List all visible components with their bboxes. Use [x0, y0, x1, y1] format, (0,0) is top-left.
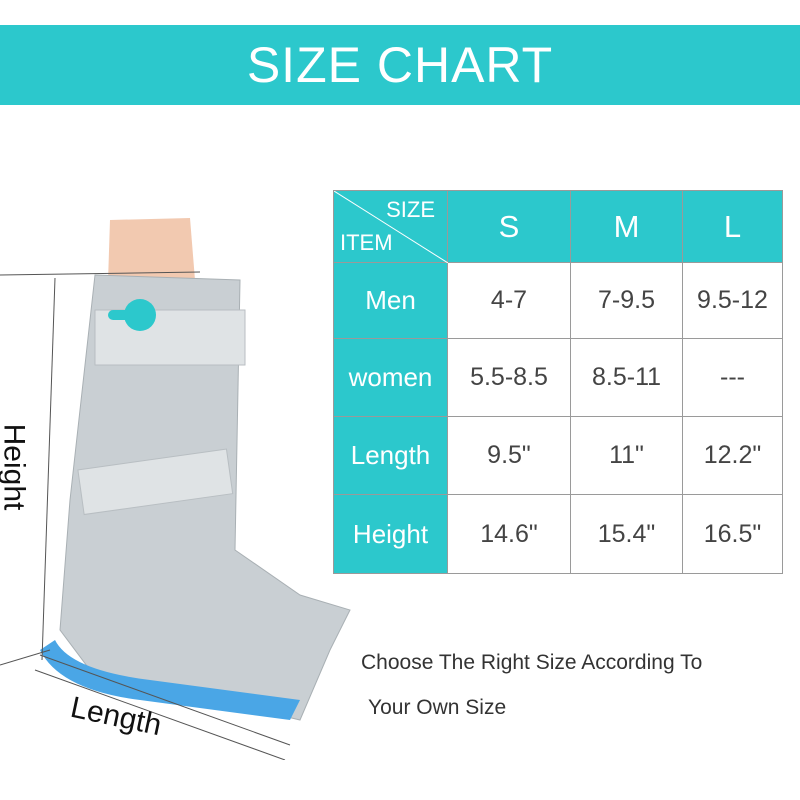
table-cell: 14.6": [447, 494, 571, 574]
table-cell: 9.5-12: [682, 262, 783, 339]
table-cell: ---: [682, 338, 783, 417]
size-note-line2: Your Own Size: [368, 696, 507, 719]
row-label: Length: [333, 416, 448, 495]
row-label: women: [333, 338, 448, 417]
size-header: M: [570, 190, 683, 263]
table-cell: 4-7: [447, 262, 571, 339]
walking-boot-image: [0, 218, 351, 760]
table-row: Height 14.6" 15.4" 16.5": [333, 494, 783, 574]
table-cell: 7-9.5: [570, 262, 683, 339]
corner-size-label: SIZE: [386, 197, 435, 222]
table-row: Length 9.5" 11" 12.2": [333, 416, 783, 495]
corner-item-label: ITEM: [340, 230, 393, 255]
row-label: Height: [333, 494, 448, 574]
height-dimension-label: Height: [0, 423, 31, 511]
table-cell: 8.5-11: [570, 338, 683, 417]
table-row: Men 4-7 7-9.5 9.5-12: [333, 262, 783, 339]
table-cell: 11": [570, 416, 683, 495]
corner-cell: SIZE ITEM: [333, 190, 448, 263]
size-header: S: [447, 190, 571, 263]
title-banner: SIZE CHART: [0, 25, 800, 105]
size-header: L: [682, 190, 783, 263]
table-row: women 5.5-8.5 8.5-11 ---: [333, 338, 783, 417]
table-cell: 12.2": [682, 416, 783, 495]
table-header-row: SIZE ITEM S M L: [333, 190, 783, 263]
table-cell: 9.5": [447, 416, 571, 495]
table-cell: 15.4": [570, 494, 683, 574]
page-title: SIZE CHART: [246, 37, 554, 93]
table-cell: 16.5": [682, 494, 783, 574]
size-chart-table: SIZE ITEM S M L Men 4-7 7-9.5 9.5-12 wom…: [333, 190, 783, 574]
size-note-line1: Choose The Right Size According To: [361, 651, 703, 674]
table-cell: 5.5-8.5: [447, 338, 571, 417]
row-label: Men: [333, 262, 448, 339]
